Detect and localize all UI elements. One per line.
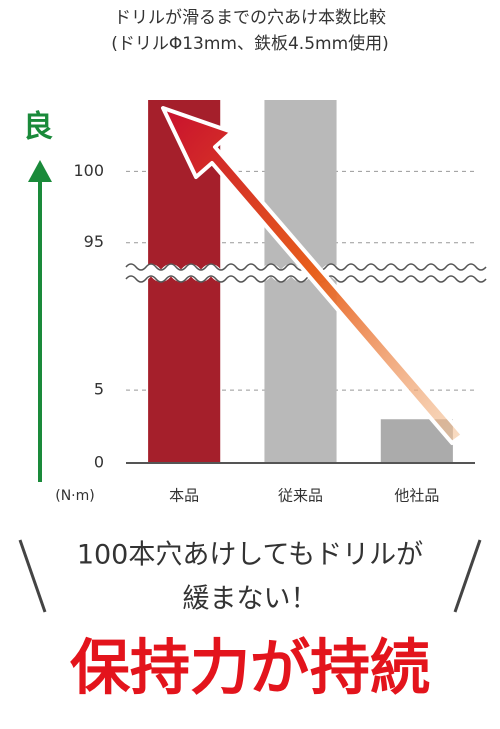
y-axis-label: 良 bbox=[23, 110, 53, 145]
y-tick-label: 95 bbox=[84, 232, 104, 251]
x-tick-label: 他社品 bbox=[394, 487, 439, 505]
good-arrow-head bbox=[28, 160, 52, 182]
deco-slash-left bbox=[18, 539, 47, 613]
chart-subtitle: (ドリルΦ13mm、鉄板4.5mm使用) bbox=[111, 33, 389, 54]
y-tick-label: 0 bbox=[94, 453, 104, 472]
y-unit: (N·m) bbox=[55, 488, 94, 504]
headline: 保持力が持続 bbox=[70, 634, 430, 704]
y-tick-label: 5 bbox=[94, 380, 104, 399]
break-line bbox=[125, 275, 487, 283]
caption-line1: 100本穴あけしてもドリルが bbox=[77, 540, 423, 571]
x-tick-label: 本品 bbox=[169, 487, 199, 505]
chart-title: ドリルが滑るまでの穴あけ本数比較 bbox=[114, 8, 386, 28]
y-tick-label: 100 bbox=[73, 161, 104, 180]
trend-arrow bbox=[161, 106, 465, 445]
deco-slash-right bbox=[453, 539, 482, 613]
x-tick-label: 従来品 bbox=[278, 487, 323, 505]
caption-line2: 緩まない！ bbox=[183, 584, 318, 615]
